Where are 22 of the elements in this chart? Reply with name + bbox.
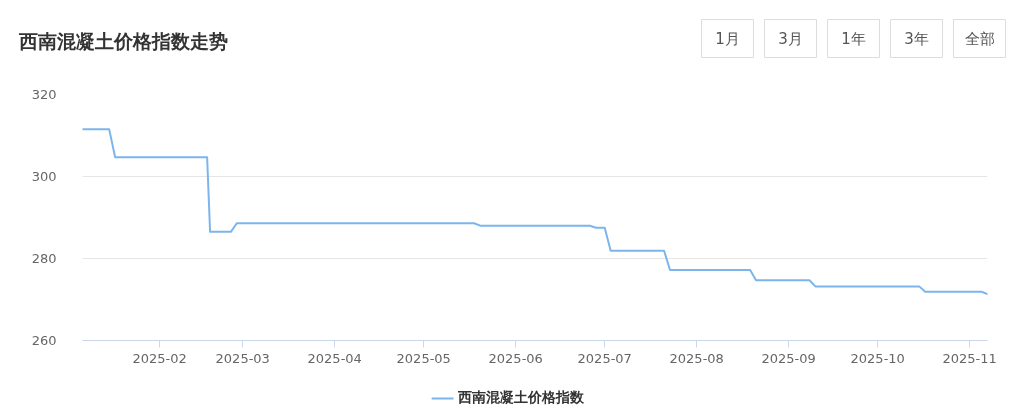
y-tick-label: 260	[31, 333, 57, 348]
legend-label: 西南混凝土价格指数	[458, 388, 584, 407]
y-tick-label: 280	[31, 251, 57, 266]
x-tick-label: 2025-10	[850, 350, 905, 366]
text: 1年	[841, 29, 866, 48]
y-tick-label: 300	[31, 169, 57, 184]
y-tick-label: 320	[31, 87, 57, 102]
x-tick-label: 2025-02	[132, 350, 187, 366]
x-tick-label: 2025-04	[307, 350, 362, 366]
x-tick-label: 2025-05	[396, 350, 451, 366]
x-tick-label: 2025-09	[761, 350, 816, 366]
chart-title: 西南混凝土价格指数走势	[17, 29, 228, 52]
x-tick-label: 2025-07	[577, 350, 632, 366]
x-tick-label: 2025-08	[669, 350, 724, 366]
x-tick-label: 2025-03	[215, 350, 270, 366]
x-tick-label: 2025-11	[942, 350, 997, 366]
text: 全部	[964, 29, 995, 48]
text: 3月	[778, 29, 803, 48]
line-series	[82, 128, 988, 296]
text: 3年	[904, 29, 929, 48]
text: 1月	[715, 29, 740, 48]
x-tick-label: 2025-06	[488, 350, 543, 366]
